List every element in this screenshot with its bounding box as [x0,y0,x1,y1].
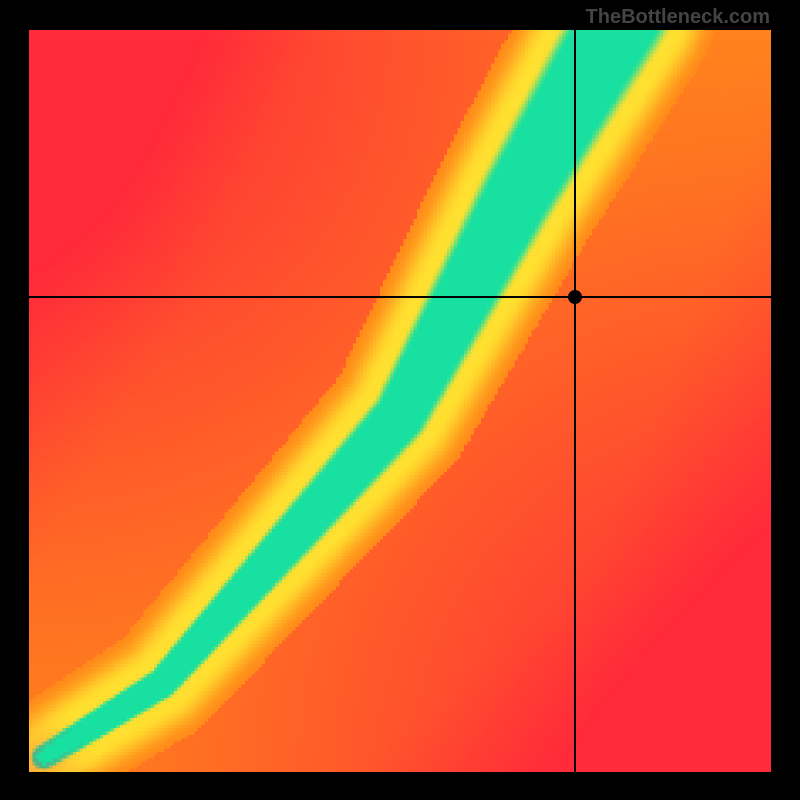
data-point-marker [568,290,582,304]
crosshair-vertical [574,30,576,772]
heatmap-plot [29,30,771,772]
heatmap-canvas [29,30,771,772]
crosshair-horizontal [29,296,771,298]
chart-container: TheBottleneck.com [0,0,800,800]
watermark-text: TheBottleneck.com [586,6,770,29]
